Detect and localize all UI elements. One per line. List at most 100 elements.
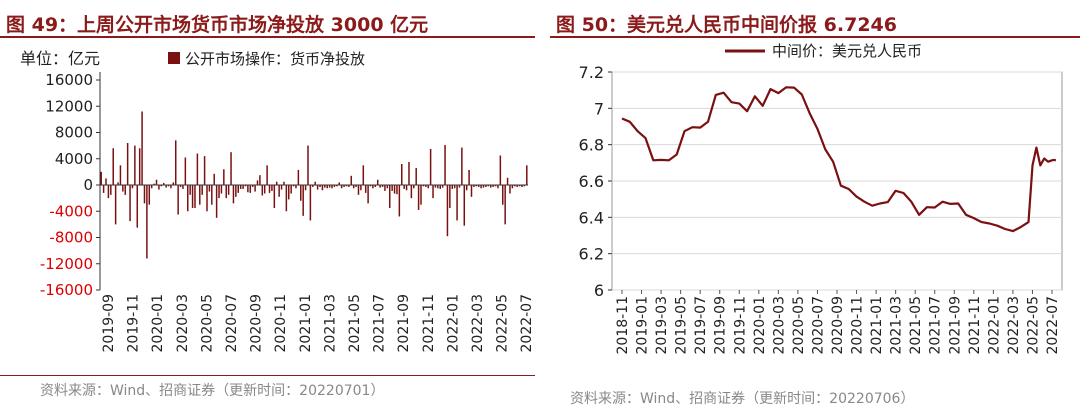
bar bbox=[167, 185, 170, 187]
x-tick-label: 2020-11 bbox=[850, 296, 866, 355]
bar bbox=[100, 171, 102, 185]
bar bbox=[211, 185, 213, 205]
bar bbox=[223, 169, 225, 185]
bar bbox=[374, 185, 377, 187]
bar bbox=[499, 155, 502, 185]
y-tick-label: 4000 bbox=[55, 150, 93, 168]
legend-label: 中间价：美元兑人民币 bbox=[772, 42, 922, 60]
bar bbox=[170, 185, 172, 189]
y-tick-label: -12000 bbox=[40, 255, 93, 273]
bar bbox=[523, 185, 526, 187]
bar bbox=[187, 185, 189, 212]
bar bbox=[150, 185, 153, 189]
bar bbox=[504, 185, 506, 225]
bar bbox=[396, 185, 398, 195]
x-tick-label: 2019-11 bbox=[126, 294, 142, 353]
x-tick-label: 2021-11 bbox=[967, 296, 983, 355]
x-tick-label: 2020-03 bbox=[175, 294, 191, 353]
bar bbox=[134, 145, 136, 185]
bar bbox=[203, 156, 206, 185]
bar bbox=[401, 164, 403, 185]
bar bbox=[275, 181, 278, 185]
bar bbox=[398, 185, 401, 217]
bar bbox=[266, 165, 268, 185]
bar bbox=[413, 185, 415, 189]
bar bbox=[367, 185, 369, 204]
bar bbox=[425, 185, 427, 187]
bar bbox=[201, 185, 203, 195]
x-tick-label: 2020-09 bbox=[249, 294, 265, 353]
bar bbox=[117, 182, 119, 185]
bar bbox=[506, 177, 509, 185]
y-tick-label: 12000 bbox=[45, 97, 93, 115]
legend-label: 公开市场操作：货币净投放 bbox=[185, 50, 365, 68]
bar bbox=[432, 185, 434, 199]
bar bbox=[273, 185, 276, 208]
x-tick-label: 2021-07 bbox=[928, 296, 944, 355]
x-tick-label: 2021-07 bbox=[372, 294, 388, 353]
bar bbox=[285, 185, 288, 212]
y-tick-label: 7 bbox=[594, 99, 604, 118]
bar bbox=[333, 185, 336, 187]
bar bbox=[434, 185, 437, 188]
bar bbox=[343, 185, 345, 187]
bar bbox=[314, 181, 316, 185]
series-line bbox=[621, 86, 1057, 233]
bar bbox=[331, 185, 333, 189]
y-tick-label: -16000 bbox=[40, 281, 93, 299]
bar bbox=[283, 181, 285, 185]
bar bbox=[237, 185, 240, 193]
bar bbox=[290, 185, 292, 194]
x-tick-label: 2022-05 bbox=[495, 294, 511, 353]
bar bbox=[468, 169, 470, 185]
bar bbox=[451, 185, 454, 189]
bar bbox=[174, 140, 177, 185]
bar bbox=[511, 185, 514, 189]
bar bbox=[256, 180, 259, 185]
bar bbox=[199, 185, 201, 205]
x-tick-label: 2022-01 bbox=[445, 294, 461, 353]
bar bbox=[307, 145, 309, 185]
bar bbox=[295, 185, 297, 189]
x-tick-label: 2020-05 bbox=[199, 294, 215, 353]
bar bbox=[244, 185, 247, 187]
bar bbox=[112, 148, 114, 185]
bar bbox=[458, 185, 461, 188]
bar bbox=[105, 178, 107, 185]
bar bbox=[292, 185, 295, 187]
bar bbox=[372, 185, 374, 189]
bar bbox=[328, 185, 331, 188]
bar bbox=[232, 185, 235, 204]
bar bbox=[403, 185, 405, 189]
y-tick-label: 6.6 bbox=[579, 172, 604, 191]
bar bbox=[456, 185, 458, 221]
y-tick-label: 16000 bbox=[45, 71, 93, 89]
x-tick-label: 2019-07 bbox=[693, 296, 709, 355]
bar bbox=[408, 162, 410, 185]
bar bbox=[227, 185, 230, 195]
x-tick-label: 2022-05 bbox=[1025, 296, 1041, 355]
bar bbox=[381, 185, 384, 187]
bar bbox=[249, 185, 252, 193]
bar bbox=[355, 185, 357, 187]
bar bbox=[444, 144, 446, 185]
bar bbox=[288, 185, 290, 200]
bar bbox=[386, 185, 389, 189]
bar bbox=[502, 185, 504, 205]
bar bbox=[319, 185, 321, 187]
bar bbox=[271, 185, 273, 191]
bar bbox=[194, 185, 196, 208]
source-divider bbox=[0, 375, 535, 376]
y-tick-label: 7.2 bbox=[579, 63, 604, 82]
bar bbox=[215, 185, 218, 218]
bar bbox=[110, 185, 112, 195]
bar bbox=[304, 185, 307, 191]
bar bbox=[410, 185, 413, 199]
x-tick-label: 2021-03 bbox=[322, 294, 338, 353]
bar bbox=[247, 185, 249, 193]
x-tick-label: 2019-03 bbox=[654, 296, 670, 355]
x-tick-label: 2022-07 bbox=[519, 294, 535, 353]
bar bbox=[107, 185, 110, 199]
x-tick-label: 2018-11 bbox=[615, 296, 631, 355]
bar bbox=[143, 185, 146, 204]
